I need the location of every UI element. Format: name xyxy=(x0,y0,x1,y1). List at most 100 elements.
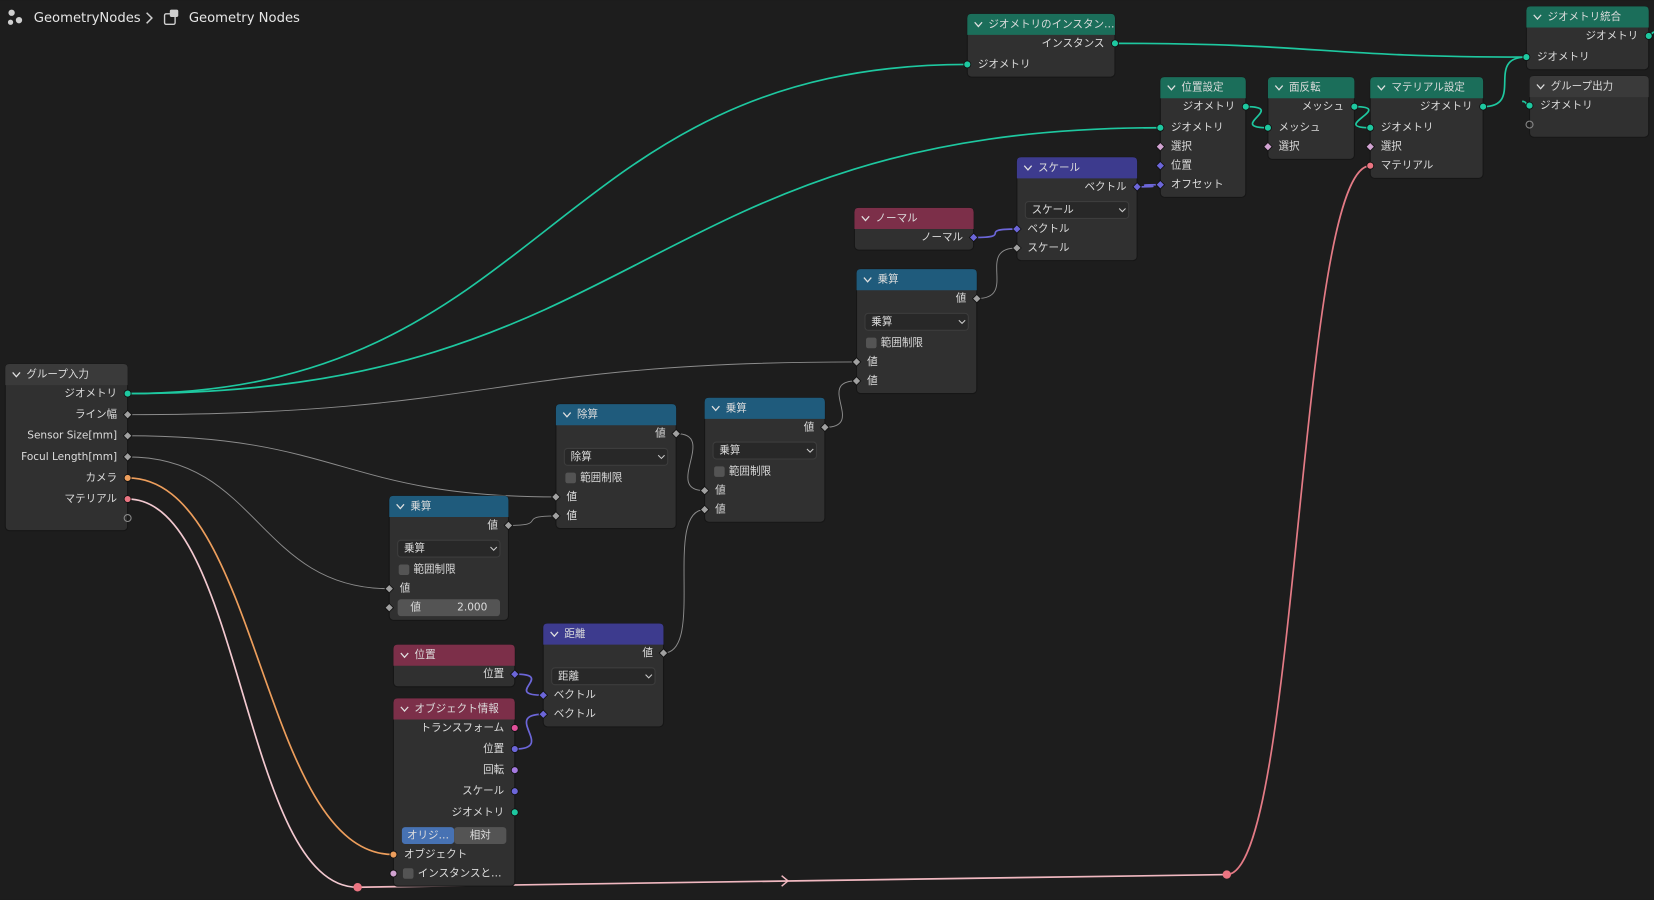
input-label: オブジェクト xyxy=(404,848,467,861)
dropdown[interactable] xyxy=(563,447,669,466)
collapse-arrow[interactable] xyxy=(1274,85,1284,91)
collapse-arrow[interactable] xyxy=(1023,165,1033,171)
output-label: 値 xyxy=(642,646,653,659)
breadcrumb-item[interactable]: Geometry Nodes xyxy=(189,11,300,26)
socket xyxy=(671,428,681,439)
input-label: 値 xyxy=(715,484,726,497)
dropdown-arrow xyxy=(806,448,814,453)
icon xyxy=(8,9,15,16)
socket xyxy=(1155,179,1166,190)
collapse-arrow[interactable] xyxy=(562,412,572,418)
breadcrumb-item[interactable]: GeometryNodes xyxy=(34,11,141,26)
collapse-arrow[interactable] xyxy=(861,215,870,222)
node-title: 面反転 xyxy=(1289,82,1321,94)
checkbox[interactable] xyxy=(714,466,725,477)
node-header xyxy=(854,207,974,230)
collapse-arrow[interactable] xyxy=(1167,85,1176,91)
toggle-label: オリジ… xyxy=(407,830,449,842)
collapse-arrow[interactable] xyxy=(974,21,983,28)
collapse-arrow[interactable] xyxy=(400,652,409,659)
output-label: ジオメトリ xyxy=(1420,101,1473,113)
dropdown[interactable] xyxy=(1024,201,1130,219)
output-label: メッシュ xyxy=(1302,101,1344,113)
socket xyxy=(503,520,514,531)
link xyxy=(514,713,544,750)
node-title: スケール xyxy=(1038,162,1081,174)
collapse-arrow[interactable] xyxy=(1533,14,1542,21)
dropdown-label: 除算 xyxy=(571,450,592,463)
node-title: 位置 xyxy=(415,648,436,661)
link xyxy=(663,509,705,654)
output-label: ベクトル xyxy=(1084,181,1127,193)
collapse-arrow[interactable] xyxy=(400,706,409,713)
dropdown[interactable] xyxy=(551,667,656,686)
input-label: ジオメトリ xyxy=(1540,100,1593,112)
collapse-arrow[interactable] xyxy=(396,503,405,510)
checkbox[interactable] xyxy=(866,337,877,349)
checkbox[interactable] xyxy=(565,472,576,484)
toggle-button[interactable] xyxy=(454,827,507,844)
input-label: 値 xyxy=(400,582,411,595)
socket xyxy=(1366,123,1375,132)
output-label: Focul Length[mm] xyxy=(21,451,117,463)
collapse-arrow[interactable] xyxy=(863,277,872,283)
output-label: ノーマル xyxy=(921,231,964,243)
dropdown[interactable] xyxy=(397,539,501,558)
number-field[interactable] xyxy=(397,599,500,617)
dropdown[interactable] xyxy=(712,441,817,460)
socket xyxy=(389,869,398,878)
node-header xyxy=(1526,6,1649,28)
reroute[interactable] xyxy=(353,883,362,892)
socket xyxy=(1155,141,1166,152)
node-title: 乗算 xyxy=(878,273,899,286)
toggle-button[interactable] xyxy=(401,827,455,844)
reroute[interactable] xyxy=(1222,870,1232,879)
node-header xyxy=(5,364,128,386)
collapse-arrow[interactable] xyxy=(12,372,21,378)
collapse-arrow[interactable] xyxy=(1377,85,1386,91)
input-label: 選択 xyxy=(1381,140,1403,153)
socket xyxy=(509,669,520,679)
socket xyxy=(551,511,561,521)
socket xyxy=(1241,102,1250,111)
socket xyxy=(699,504,710,515)
output-label: ジオメトリ xyxy=(1183,101,1236,113)
dropdown[interactable] xyxy=(864,312,969,331)
checkbox[interactable] xyxy=(402,868,414,879)
socket xyxy=(122,409,133,420)
node-header xyxy=(393,644,515,666)
node-header xyxy=(1016,157,1138,179)
node-title: 乗算 xyxy=(726,401,747,414)
collapse-arrow[interactable] xyxy=(550,631,559,638)
node-title: 距離 xyxy=(564,627,586,640)
socket xyxy=(123,495,132,503)
socket xyxy=(538,709,549,720)
icon xyxy=(7,19,14,25)
dropdown-arrow xyxy=(645,674,653,679)
socket xyxy=(1264,123,1272,132)
dropdown-arrow xyxy=(958,319,966,325)
checkbox[interactable] xyxy=(398,564,410,575)
collapse-arrow[interactable] xyxy=(1536,84,1545,90)
node-title: ノーマル xyxy=(876,212,919,224)
socket xyxy=(1111,39,1119,48)
breadcrumb: GeometryNodes Geometry Nodes xyxy=(7,9,300,26)
input-label: ベクトル xyxy=(1027,223,1070,235)
collapse-arrow[interactable] xyxy=(711,405,720,412)
